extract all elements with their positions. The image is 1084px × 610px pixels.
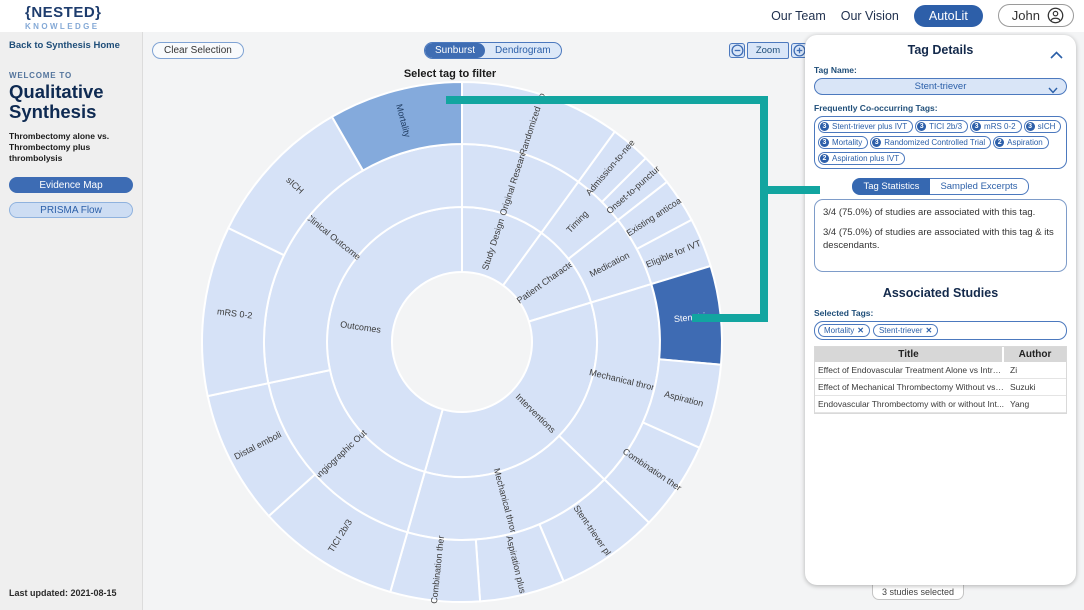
tag-count-badge: 3 — [917, 122, 927, 131]
welcome-label: WELCOME TO — [9, 71, 72, 80]
column-header-author[interactable]: Author — [1018, 349, 1052, 360]
remove-tag-icon[interactable]: ✕ — [857, 326, 864, 335]
zoom-out-button[interactable] — [729, 43, 745, 58]
tag-chip-label: Aspiration — [1007, 138, 1043, 147]
tag-chip-label: TICI 2b/3 — [929, 122, 963, 131]
studies-table-body: Effect of Endovascular Treatment Alone v… — [815, 362, 1066, 413]
cooccurring-tag-chip-7[interactable]: 2 Aspiration plus IVT — [818, 152, 906, 165]
selected-tag-label: Mortality — [824, 326, 855, 335]
cooccurring-label: Frequently Co-occurring Tags: — [814, 103, 938, 113]
logo-nested: {NESTED} — [25, 4, 102, 21]
sunburst-segment-mortality-26[interactable] — [330, 80, 463, 172]
tag-count-badge: 3 — [972, 122, 982, 131]
selected-tag-chip-0[interactable]: Mortality ✕ — [818, 324, 870, 337]
study-author: Suzuki — [1010, 382, 1036, 392]
study-title: Effect of Endovascular Treatment Alone v… — [818, 365, 1004, 375]
user-menu-button[interactable]: John — [997, 4, 1074, 27]
tag-count-badge: 2 — [995, 138, 1005, 147]
tag-count-badge: 3 — [820, 138, 829, 147]
connector-line-top — [446, 96, 768, 104]
study-row-2[interactable]: Endovascular Thrombectomy with or withou… — [815, 396, 1066, 413]
stats-line-1: 3/4 (75.0%) of studies are associated wi… — [823, 207, 1036, 218]
tag-count-badge: 3 — [820, 122, 829, 131]
prisma-flow-button[interactable]: PRISMA Flow — [9, 202, 133, 219]
autolit-button[interactable]: AutoLit — [913, 4, 983, 27]
column-header-title[interactable]: Title — [815, 347, 1004, 362]
left-sidebar: Back to Synthesis Home WELCOME TO Qualit… — [0, 32, 143, 610]
tag-count-badge: 2 — [820, 154, 829, 163]
panel-title: Tag Details — [907, 43, 974, 57]
top-header: {NESTED} KNOWLEDGE Our Team Our Vision A… — [0, 0, 1084, 33]
cooccurring-tag-chip-4[interactable]: 3 Mortality — [818, 136, 869, 149]
study-author: Zi — [1010, 365, 1018, 375]
study-title: Effect of Mechanical Thrombectomy Withou… — [818, 382, 1004, 392]
tag-chip-label: Stent-triever plus IVT — [832, 122, 908, 131]
studies-table: Title Author Effect of Endovascular Trea… — [814, 346, 1067, 414]
nested-knowledge-logo[interactable]: {NESTED} KNOWLEDGE — [25, 4, 102, 31]
tab-sampled-excerpts[interactable]: Sampled Excerpts — [930, 178, 1029, 195]
plus-circle-icon — [792, 44, 806, 57]
back-to-synthesis-home-link[interactable]: Back to Synthesis Home — [9, 40, 120, 51]
header-nav: Our Team Our Vision AutoLit John — [771, 4, 1074, 27]
chevron-up-icon[interactable] — [1050, 46, 1063, 64]
cooccurring-tag-chip-5[interactable]: 3 Randomized Controlled Trial — [870, 136, 992, 149]
zoom-label: Zoom — [747, 42, 789, 59]
connector-line-bottom — [692, 314, 760, 322]
last-updated-label: Last updated: 2021-08-15 — [9, 588, 117, 598]
nest-subtitle: Thrombectomy alone vs. Thrombectomy plus… — [9, 130, 110, 164]
nav-our-team[interactable]: Our Team — [771, 8, 826, 23]
zoom-control: Zoom — [729, 42, 807, 59]
associated-studies-title: Associated Studies — [882, 286, 999, 300]
study-row-0[interactable]: Effect of Endovascular Treatment Alone v… — [815, 362, 1066, 379]
tag-count-badge: 3 — [1025, 122, 1035, 131]
nav-our-vision[interactable]: Our Vision — [840, 8, 899, 23]
cooccurring-tags-box: 3 Stent-triever plus IVT 3 TICI 2b/3 3 mRS 0-… — [814, 116, 1067, 169]
user-name-label: John — [1011, 8, 1040, 23]
chevron-down-icon — [1048, 84, 1058, 99]
tag-count-badge: 3 — [872, 138, 882, 147]
evidence-map-button[interactable]: Evidence Map — [9, 177, 133, 194]
cooccurring-tag-chip-3[interactable]: 3 sICH — [1023, 120, 1062, 133]
study-author: Yang — [1010, 399, 1030, 409]
tab-dendrogram[interactable]: Dendrogram — [495, 45, 551, 56]
page-title: Qualitative Synthesis — [9, 81, 104, 122]
tag-name-value: Stent-triever — [914, 81, 967, 92]
sunburst-label-mrs-0-2-24: mRS 0-2 — [217, 306, 253, 320]
stats-line-2: 3/4 (75.0%) of studies are associated wi… — [823, 227, 1054, 251]
logo-knowledge: KNOWLEDGE — [25, 22, 100, 31]
study-title: Endovascular Thrombectomy with or withou… — [818, 399, 1004, 409]
connector-line-vertical — [760, 96, 768, 322]
selected-tags-label: Selected Tags: — [814, 308, 874, 318]
clear-selection-button[interactable]: Clear Selection — [152, 42, 244, 59]
tag-details-panel: Tag Details Tag Name: Stent-triever Freq… — [805, 35, 1076, 585]
chart-instruction: Select tag to filter — [403, 68, 497, 80]
remove-tag-icon[interactable]: ✕ — [925, 326, 933, 335]
user-avatar-icon — [1047, 7, 1064, 24]
cooccurring-tag-chip-2[interactable]: 3 mRS 0-2 — [970, 120, 1022, 133]
studies-table-header: Title Author — [815, 347, 1066, 362]
tag-name-select[interactable]: Stent-triever — [814, 78, 1067, 95]
tag-chip-label: Randomized Controlled Trial — [884, 138, 986, 147]
tag-statistics-box: 3/4 (75.0%) of studies are associated wi… — [814, 199, 1067, 272]
tag-chip-label: sICH — [1037, 122, 1056, 131]
selected-tag-chip-1[interactable]: Stent-triever ✕ — [872, 324, 939, 337]
tag-chip-label: mRS 0-2 — [984, 122, 1016, 131]
tab-tag-statistics[interactable]: Tag Statistics — [852, 178, 931, 195]
minus-circle-icon — [730, 44, 744, 57]
selected-tag-label: Stent-triever — [878, 326, 923, 335]
cooccurring-tag-chip-0[interactable]: 3 Stent-triever plus IVT — [818, 120, 914, 133]
tag-chip-label: Mortality — [832, 138, 863, 147]
tag-name-label: Tag Name: — [814, 65, 857, 75]
view-toggle: Sunburst Dendrogram — [424, 42, 562, 59]
study-row-1[interactable]: Effect of Mechanical Thrombectomy Withou… — [815, 379, 1066, 396]
tag-chip-label: Aspiration plus IVT — [832, 154, 900, 163]
cooccurring-tag-chip-6[interactable]: 2 Aspiration — [993, 136, 1049, 149]
connector-line-branch — [768, 186, 820, 194]
cooccurring-tag-chip-1[interactable]: 3 TICI 2b/3 — [915, 120, 969, 133]
selected-tags-input[interactable]: Mortality ✕ Stent-triever ✕ — [814, 321, 1067, 340]
tab-sunburst[interactable]: Sunburst — [425, 43, 486, 58]
details-tabs: Tag Statistics Sampled Excerpts — [814, 178, 1067, 195]
